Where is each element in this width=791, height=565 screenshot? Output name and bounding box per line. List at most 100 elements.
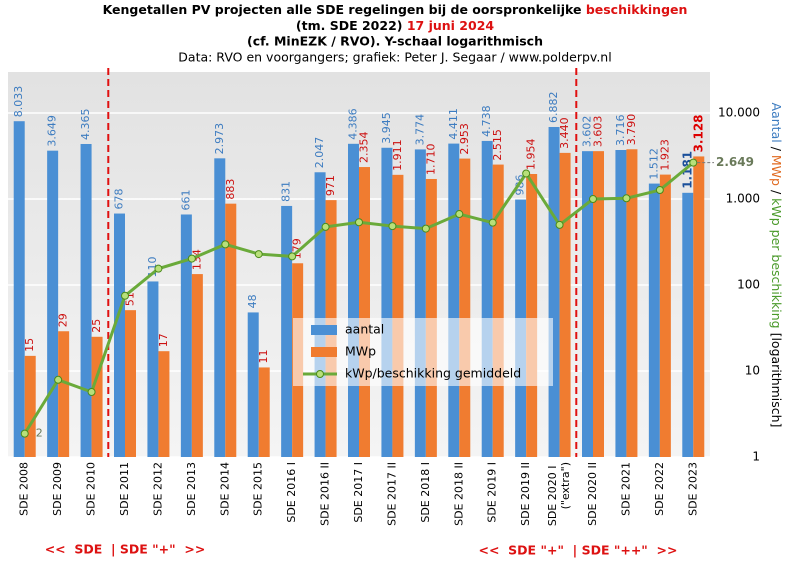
label-part: / — [770, 143, 785, 155]
value-label: 2.515 — [491, 129, 504, 161]
y-tick-label: 1 — [752, 450, 760, 464]
bar — [191, 274, 203, 457]
value-label: 3.945 — [380, 112, 393, 144]
value-label: 48 — [246, 294, 259, 308]
annotation: << SDE "+" | SDE "++" >> — [479, 543, 678, 558]
bar — [147, 281, 159, 457]
point — [221, 240, 230, 249]
y-tick-label: 1.000 — [726, 192, 760, 206]
value-label: 15 — [23, 338, 36, 352]
chart-title: (tm. SDE 2022) 17 juni 2024 — [296, 18, 495, 33]
bar — [58, 331, 70, 457]
x-tick-label: SDE 2020 II — [586, 462, 599, 526]
x-tick-label: SDE 2019 I — [486, 462, 499, 523]
label-part: Aantal — [770, 103, 785, 143]
bar — [359, 167, 370, 457]
value-label: 17 — [157, 333, 170, 347]
value-label: 2.973 — [213, 123, 226, 155]
y-tick-label: 10 — [745, 364, 760, 378]
value-label: 4.386 — [347, 108, 360, 140]
bar — [425, 178, 437, 457]
value-label: 883 — [224, 179, 237, 200]
bar — [258, 367, 270, 457]
bar — [47, 150, 59, 458]
bar — [481, 140, 493, 457]
x-tick-label: SDE 2023 — [686, 462, 699, 516]
label-part: [logarithmisch] — [770, 329, 785, 428]
legend-swatch — [311, 325, 337, 335]
value-label: 2.953 — [458, 123, 471, 155]
value-label: 3.649 — [46, 115, 59, 147]
bar — [492, 164, 504, 457]
point — [388, 222, 397, 231]
point — [355, 218, 363, 227]
point — [455, 210, 464, 219]
value-label: 25 — [90, 319, 103, 333]
x-tick-label: SDE 2014 — [218, 462, 231, 516]
bar — [13, 121, 25, 457]
x-tick-label: SDE 2018 II — [452, 462, 465, 526]
value-label: 3.774 — [413, 114, 426, 146]
point — [121, 291, 129, 300]
bar — [392, 174, 404, 458]
bar — [225, 203, 237, 457]
bar — [648, 183, 660, 457]
x-tick-label: SDE 2016 II — [319, 462, 332, 526]
legend-label: kWp/beschikking gemiddeld — [345, 366, 521, 381]
value-label: 3.440 — [558, 117, 571, 149]
value-label: 3.128 — [691, 114, 705, 152]
point — [421, 224, 430, 233]
legend: aantal MWp kWp/beschikking gemiddeld — [293, 318, 553, 386]
chart-title: Kengetallen PV projecten alle SDE regeli… — [103, 2, 688, 17]
point — [288, 252, 297, 261]
chart-subtitle: Data: RVO en voorgangers; grafiek: Peter… — [178, 50, 611, 65]
x-tick-label: SDE 2012 — [151, 462, 164, 516]
point — [655, 186, 664, 195]
x-tick-label: SDE 2022 — [653, 462, 666, 516]
legend-label: aantal — [345, 322, 384, 337]
title-part: beschikkingen — [586, 2, 688, 17]
bar — [348, 143, 359, 457]
bar — [281, 205, 293, 457]
point — [589, 195, 597, 204]
bar — [582, 151, 593, 457]
title-part: Kengetallen PV projecten alle SDE regeli… — [103, 2, 582, 17]
x-tick-label: SDE 2020 I ("extra") — [546, 462, 572, 526]
value-label: 2 — [36, 427, 43, 440]
legend-label: MWp — [345, 344, 376, 359]
chart-title: (cf. MinEZK / RVO). Y-schaal logarithmis… — [247, 34, 543, 49]
point — [54, 375, 63, 384]
point — [488, 218, 497, 227]
bar — [659, 174, 671, 457]
bar — [180, 214, 192, 457]
point — [87, 388, 96, 397]
value-label: 1.710 — [424, 143, 437, 175]
y-tick-label: 10.000 — [718, 106, 760, 120]
bar — [615, 149, 627, 458]
x-tick-label: SDE 2021 — [619, 462, 632, 516]
bar — [214, 158, 226, 458]
label-line: SDE 2020 I — [546, 462, 559, 526]
x-tick-label: SDE 2013 — [185, 462, 198, 516]
point — [321, 222, 330, 231]
value-label: 4.365 — [79, 108, 92, 140]
bar — [448, 143, 460, 458]
point — [622, 194, 631, 203]
value-label: 971 — [324, 175, 337, 196]
y-tick-label: 100 — [737, 278, 760, 292]
x-tick-label: SDE 2019 II — [519, 462, 532, 526]
x-tick-label: SDE 2008 — [18, 462, 31, 516]
value-label: 661 — [179, 189, 192, 210]
title-part: (tm. SDE 2022) — [296, 18, 403, 33]
y-axis-label: Aantal / MWp / kWp per beschikking [loga… — [770, 103, 785, 428]
point — [20, 429, 29, 438]
value-label: 4.738 — [480, 105, 493, 137]
label-part: kWp per beschikking — [770, 198, 785, 328]
label-part: MWp — [770, 155, 785, 186]
value-label: 2.354 — [358, 132, 371, 164]
legend-swatch — [311, 347, 337, 357]
value-label: 1.923 — [658, 139, 671, 171]
bar — [526, 174, 538, 457]
x-tick-label: SDE 2009 — [51, 462, 64, 516]
x-tick-label: SDE 2017 II — [385, 462, 398, 526]
